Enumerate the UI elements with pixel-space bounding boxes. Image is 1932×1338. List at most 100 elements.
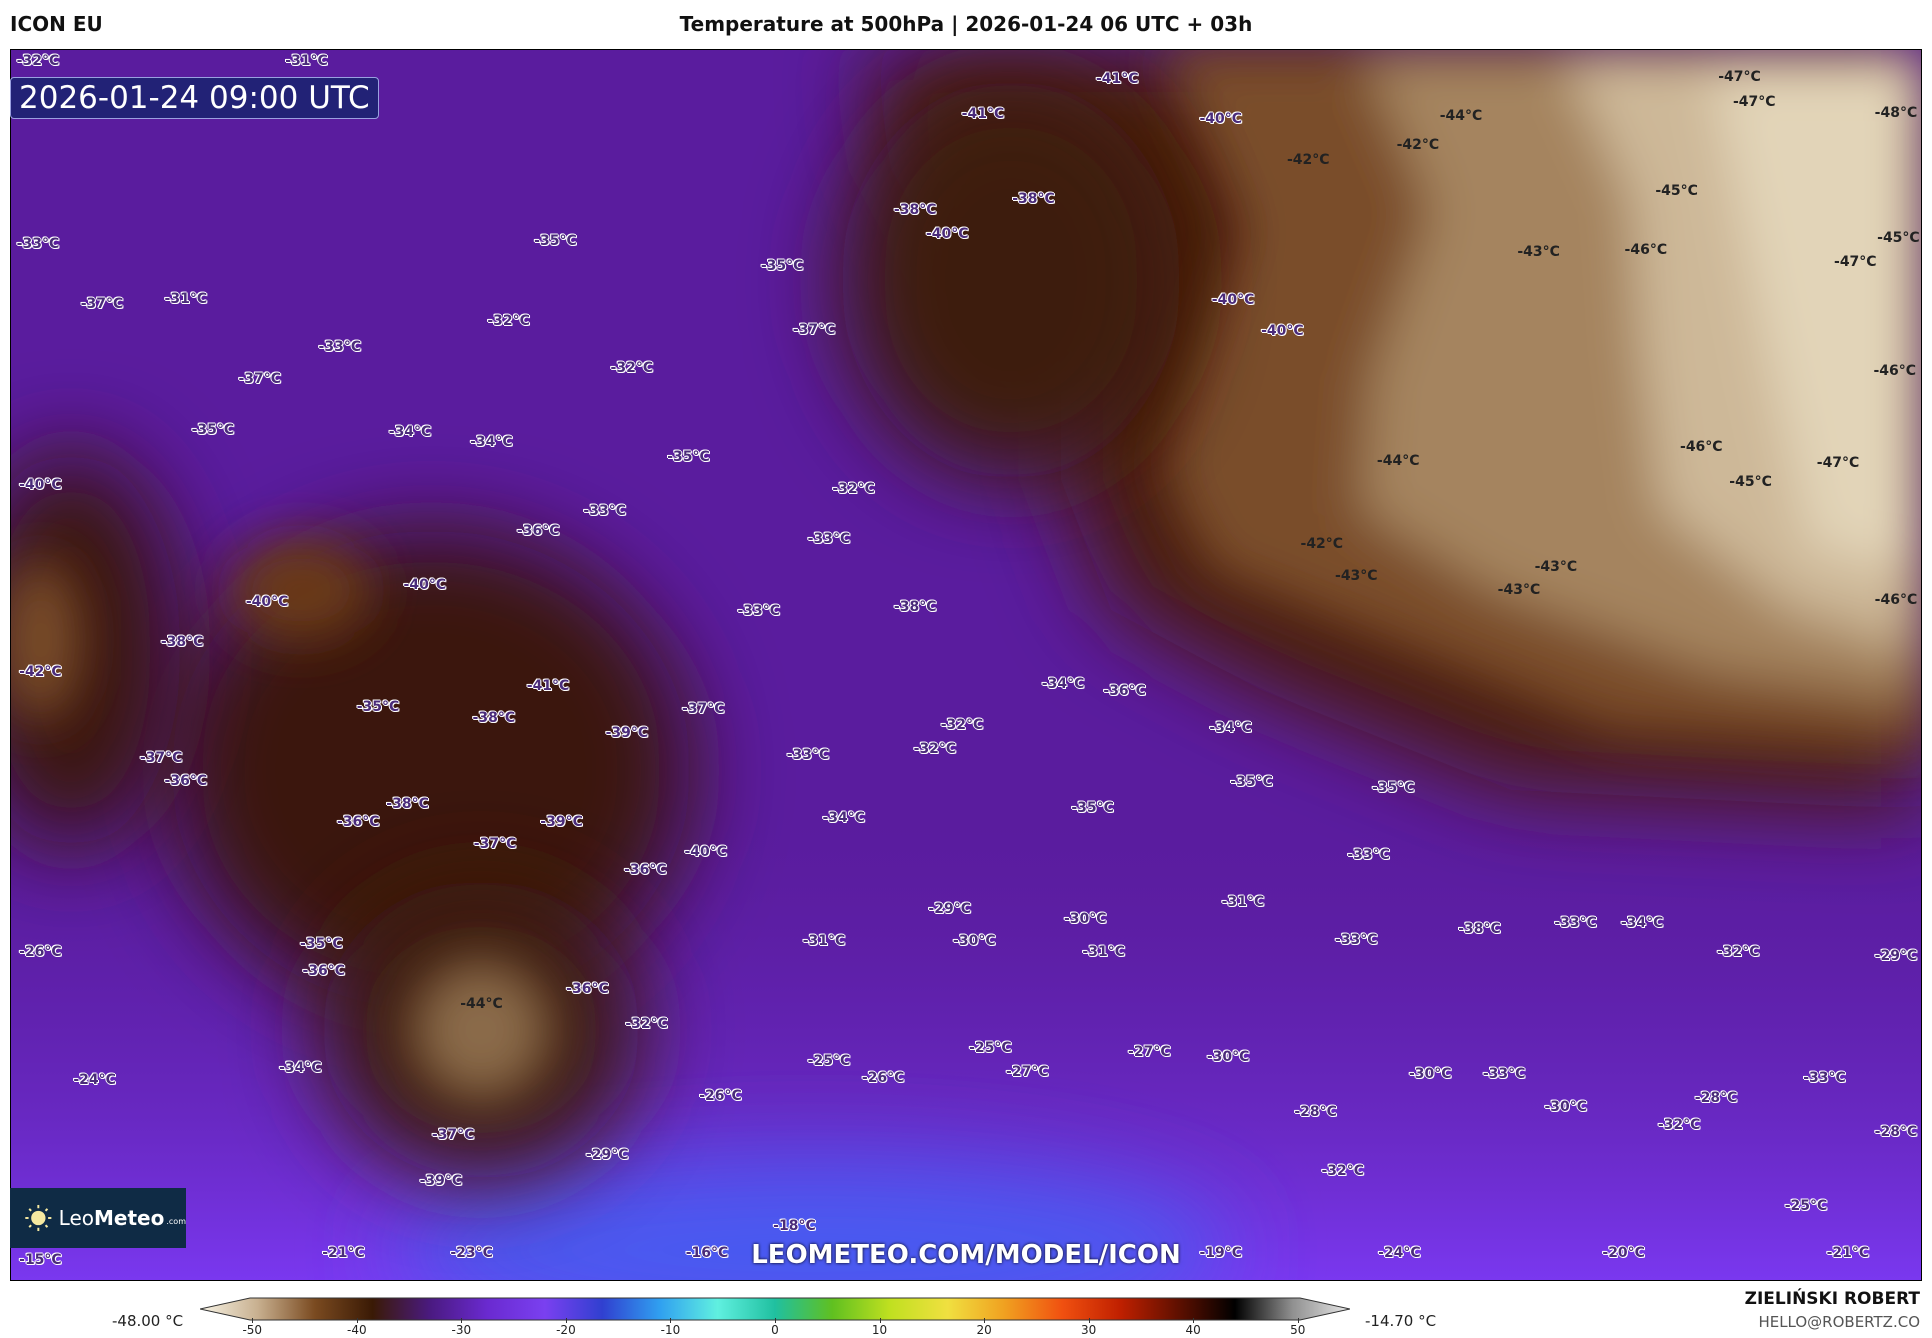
temperature-label: -36°C: [1103, 682, 1146, 699]
temperature-label: -37°C: [792, 321, 836, 338]
temperature-label: -31°C: [1221, 893, 1265, 910]
colorbar-tick-label: 20: [976, 1323, 992, 1337]
colorbar-tick-mark: [565, 1318, 567, 1323]
temperature-label: -46°C: [1680, 439, 1723, 456]
temperature-map[interactable]: -32°C -31°C -35°C -33°C -37°C -31°C -32°C -33°C…: [10, 49, 1922, 1281]
temperature-label: -26°C: [699, 1088, 742, 1105]
temperature-label: -41°C: [1095, 70, 1139, 87]
temperature-label: -36°C: [337, 813, 380, 830]
colorbar-tick-label: 10: [871, 1323, 888, 1337]
colorbar-max-label: -14.70 °C: [1365, 1312, 1437, 1330]
colorbar-tick-label: -30: [451, 1323, 472, 1337]
temperature-label: -30°C: [1206, 1048, 1250, 1065]
colorbar-tick-label: -40: [347, 1323, 367, 1337]
temperature-label: -42°C: [19, 664, 62, 681]
temperature-label: -33°C: [1335, 931, 1378, 948]
temperature-label: -36°C: [566, 981, 609, 998]
temperature-label: -33°C: [583, 503, 627, 520]
temperature-label: -44°C: [1439, 107, 1483, 124]
temperature-label: -34°C: [1041, 675, 1085, 692]
colorbar-tick-mark: [252, 1318, 254, 1323]
temperature-label: -18°C: [773, 1217, 816, 1234]
temperature-label: -29°C: [1874, 947, 1918, 964]
temperature-label: -34°C: [279, 1059, 322, 1076]
temperature-label: -40°C: [684, 844, 728, 861]
temperature-label: -23°C: [450, 1244, 493, 1261]
temperature-label: -19°C: [1199, 1244, 1243, 1261]
temperature-label: -25°C: [807, 1052, 851, 1069]
temperature-label: -36°C: [516, 522, 560, 539]
temperature-label: -24°C: [73, 1072, 116, 1089]
temperature-label: -37°C: [473, 835, 517, 852]
temperature-label: -15°C: [19, 1252, 62, 1269]
colorbar: [200, 1297, 1350, 1321]
temperature-label: -38°C: [386, 796, 429, 813]
temperature-label: -47°C: [1816, 455, 1860, 472]
temperature-label: -32°C: [832, 480, 875, 497]
temperature-label: -40°C: [245, 594, 289, 611]
temperature-label: -33°C: [737, 602, 781, 619]
temperature-label: -35°C: [760, 257, 804, 274]
author-email[interactable]: HELLO@ROBERTZ.CO: [1758, 1313, 1920, 1331]
logo-text-com: .com: [166, 1216, 186, 1226]
temperature-label: -43°C: [1517, 244, 1560, 261]
temperature-label: -33°C: [1347, 846, 1390, 863]
temperature-label: -25°C: [969, 1040, 1012, 1057]
temperature-label: -46°C: [1873, 362, 1917, 379]
leometeo-logo[interactable]: Leo Meteo .com: [10, 1188, 186, 1248]
temperature-label: -38°C: [472, 710, 516, 727]
temperature-label: -40°C: [1261, 323, 1304, 340]
temperature-label: -33°C: [807, 531, 851, 548]
temperature-label: -42°C: [1300, 536, 1344, 553]
temperature-label: -35°C: [191, 421, 235, 438]
author-name: ZIELIŃSKI ROBERT: [1744, 1289, 1920, 1309]
temperature-label: -27°C: [1128, 1043, 1171, 1060]
temperature-label: -28°C: [1294, 1104, 1337, 1121]
colorbar-tick-mark: [775, 1318, 776, 1323]
temperature-label: -16°C: [685, 1244, 729, 1261]
temperature-label: -41°C: [526, 678, 570, 695]
colorbar-tick-mark: [984, 1318, 986, 1323]
temperature-label: -47°C: [1834, 254, 1877, 271]
temperature-label: -38°C: [893, 202, 937, 219]
colorbar-tick-label: 30: [1080, 1323, 1097, 1337]
temperature-label: -30°C: [1408, 1066, 1452, 1083]
temperature-label: -35°C: [300, 935, 343, 952]
temperature-label: -35°C: [1371, 780, 1415, 797]
temperature-label: -45°C: [1655, 182, 1698, 199]
temperature-label: -33°C: [1554, 914, 1597, 931]
temperature-label: -29°C: [585, 1147, 629, 1164]
temperature-label: -43°C: [1497, 581, 1541, 598]
temperature-label: -43°C: [1534, 558, 1578, 575]
temperature-label: -21°C: [1826, 1244, 1870, 1261]
temperature-label: -35°C: [667, 448, 710, 465]
valid-time-badge: 2026-01-24 09:00 UTC: [10, 77, 379, 119]
temperature-label: -26°C: [19, 944, 62, 961]
temperature-label: -40°C: [1211, 292, 1255, 309]
temperature-label: -28°C: [1874, 1124, 1918, 1141]
chart-title: Temperature at 500hPa | 2026-01-24 06 UT…: [679, 12, 1253, 36]
temperature-label: -30°C: [1063, 910, 1107, 927]
temperature-label: -40°C: [925, 225, 969, 242]
temperature-label: -34°C: [470, 434, 513, 451]
temperature-label: -39°C: [540, 813, 583, 830]
colorbar-tick-mark: [670, 1318, 672, 1323]
temperature-label: -40°C: [19, 477, 62, 494]
logo-text-leo: Leo: [58, 1206, 95, 1230]
temperature-label: -37°C: [431, 1126, 475, 1143]
temperature-label: -20°C: [1602, 1244, 1645, 1261]
temperature-label: -35°C: [534, 233, 577, 250]
temperature-label: -34°C: [1620, 914, 1664, 931]
temperature-label: -48°C: [1874, 105, 1918, 122]
colorbar-tick-label: -20: [556, 1323, 576, 1337]
temperature-label: -43°C: [1335, 568, 1378, 585]
temperature-label: -33°C: [1803, 1069, 1846, 1086]
temperature-label: -38°C: [1458, 920, 1501, 937]
temperature-label: -25°C: [1784, 1197, 1828, 1214]
watermark-url: LEOMETEO.COM/MODEL/ICON: [751, 1240, 1181, 1270]
colorbar-tick-mark: [356, 1318, 358, 1323]
temperature-label: -35°C: [1071, 800, 1114, 817]
temperature-label: -46°C: [1874, 591, 1918, 608]
colorbar-tick-mark: [1193, 1318, 1195, 1323]
temperature-label: -27°C: [1006, 1063, 1049, 1080]
